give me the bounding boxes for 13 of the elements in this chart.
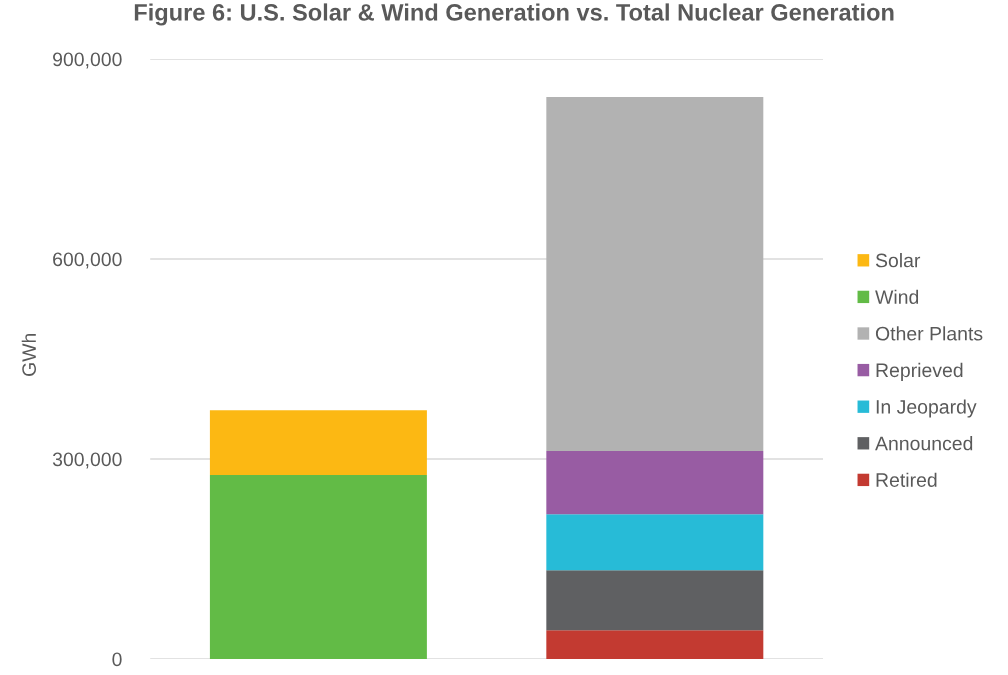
y-tick-label: 600,000 xyxy=(53,252,122,269)
legend-label: Wind xyxy=(875,289,919,304)
legend-label: Announced xyxy=(875,436,973,451)
y-tick-label: 900,000 xyxy=(53,52,122,69)
legend-label: In Jeopardy xyxy=(876,399,977,418)
y-axis-title: GWh xyxy=(21,333,36,376)
chart-title: Figure 6: U.S. Solar & Wind Generation vs. Total Nuclear Generation xyxy=(134,3,894,26)
legend-label: Other Plants xyxy=(875,326,983,341)
legend-label: Reprieved xyxy=(876,362,963,381)
legend-label: Retired xyxy=(876,472,937,487)
legend-label: Solar xyxy=(875,253,921,268)
y-tick-label: 0 xyxy=(112,652,122,667)
y-tick-label: 300,000 xyxy=(52,452,122,469)
